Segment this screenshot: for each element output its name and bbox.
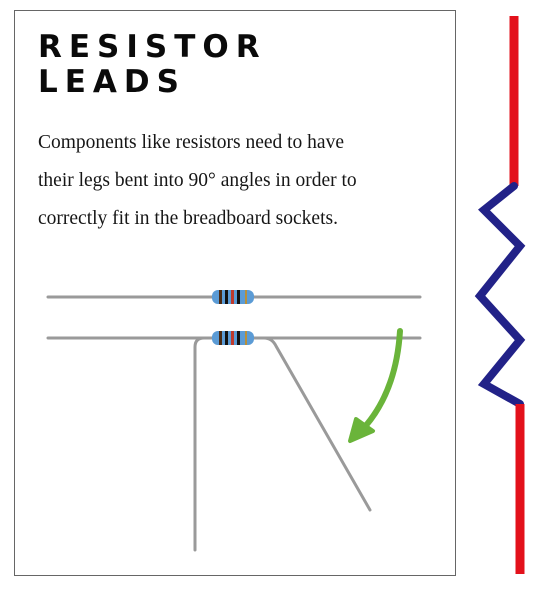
description-line-3: correctly fit in the breadboard sockets. xyxy=(38,208,338,229)
description-text: Components like resistors need to have t… xyxy=(38,124,430,238)
bent-lead-left xyxy=(193,336,215,552)
straight-resistor-body xyxy=(212,290,254,304)
resistor-symbol-icon xyxy=(474,16,526,574)
title-line-1: RESISTOR xyxy=(38,29,267,65)
bent-resistor xyxy=(46,331,422,552)
bent-lead-right xyxy=(252,336,372,512)
bent-resistor-body xyxy=(212,331,254,345)
description-line-1: Components like resistors need to have xyxy=(38,132,344,153)
title-line-2: LEADS xyxy=(38,64,186,100)
straight-resistor xyxy=(46,290,422,304)
description-line-2: their legs bent into 90° angles in order… xyxy=(38,170,357,191)
section-title: RESISTOR LEADS xyxy=(38,30,267,100)
schematic-zigzag xyxy=(474,182,526,408)
curved-arrow-down-left-icon xyxy=(348,328,403,443)
